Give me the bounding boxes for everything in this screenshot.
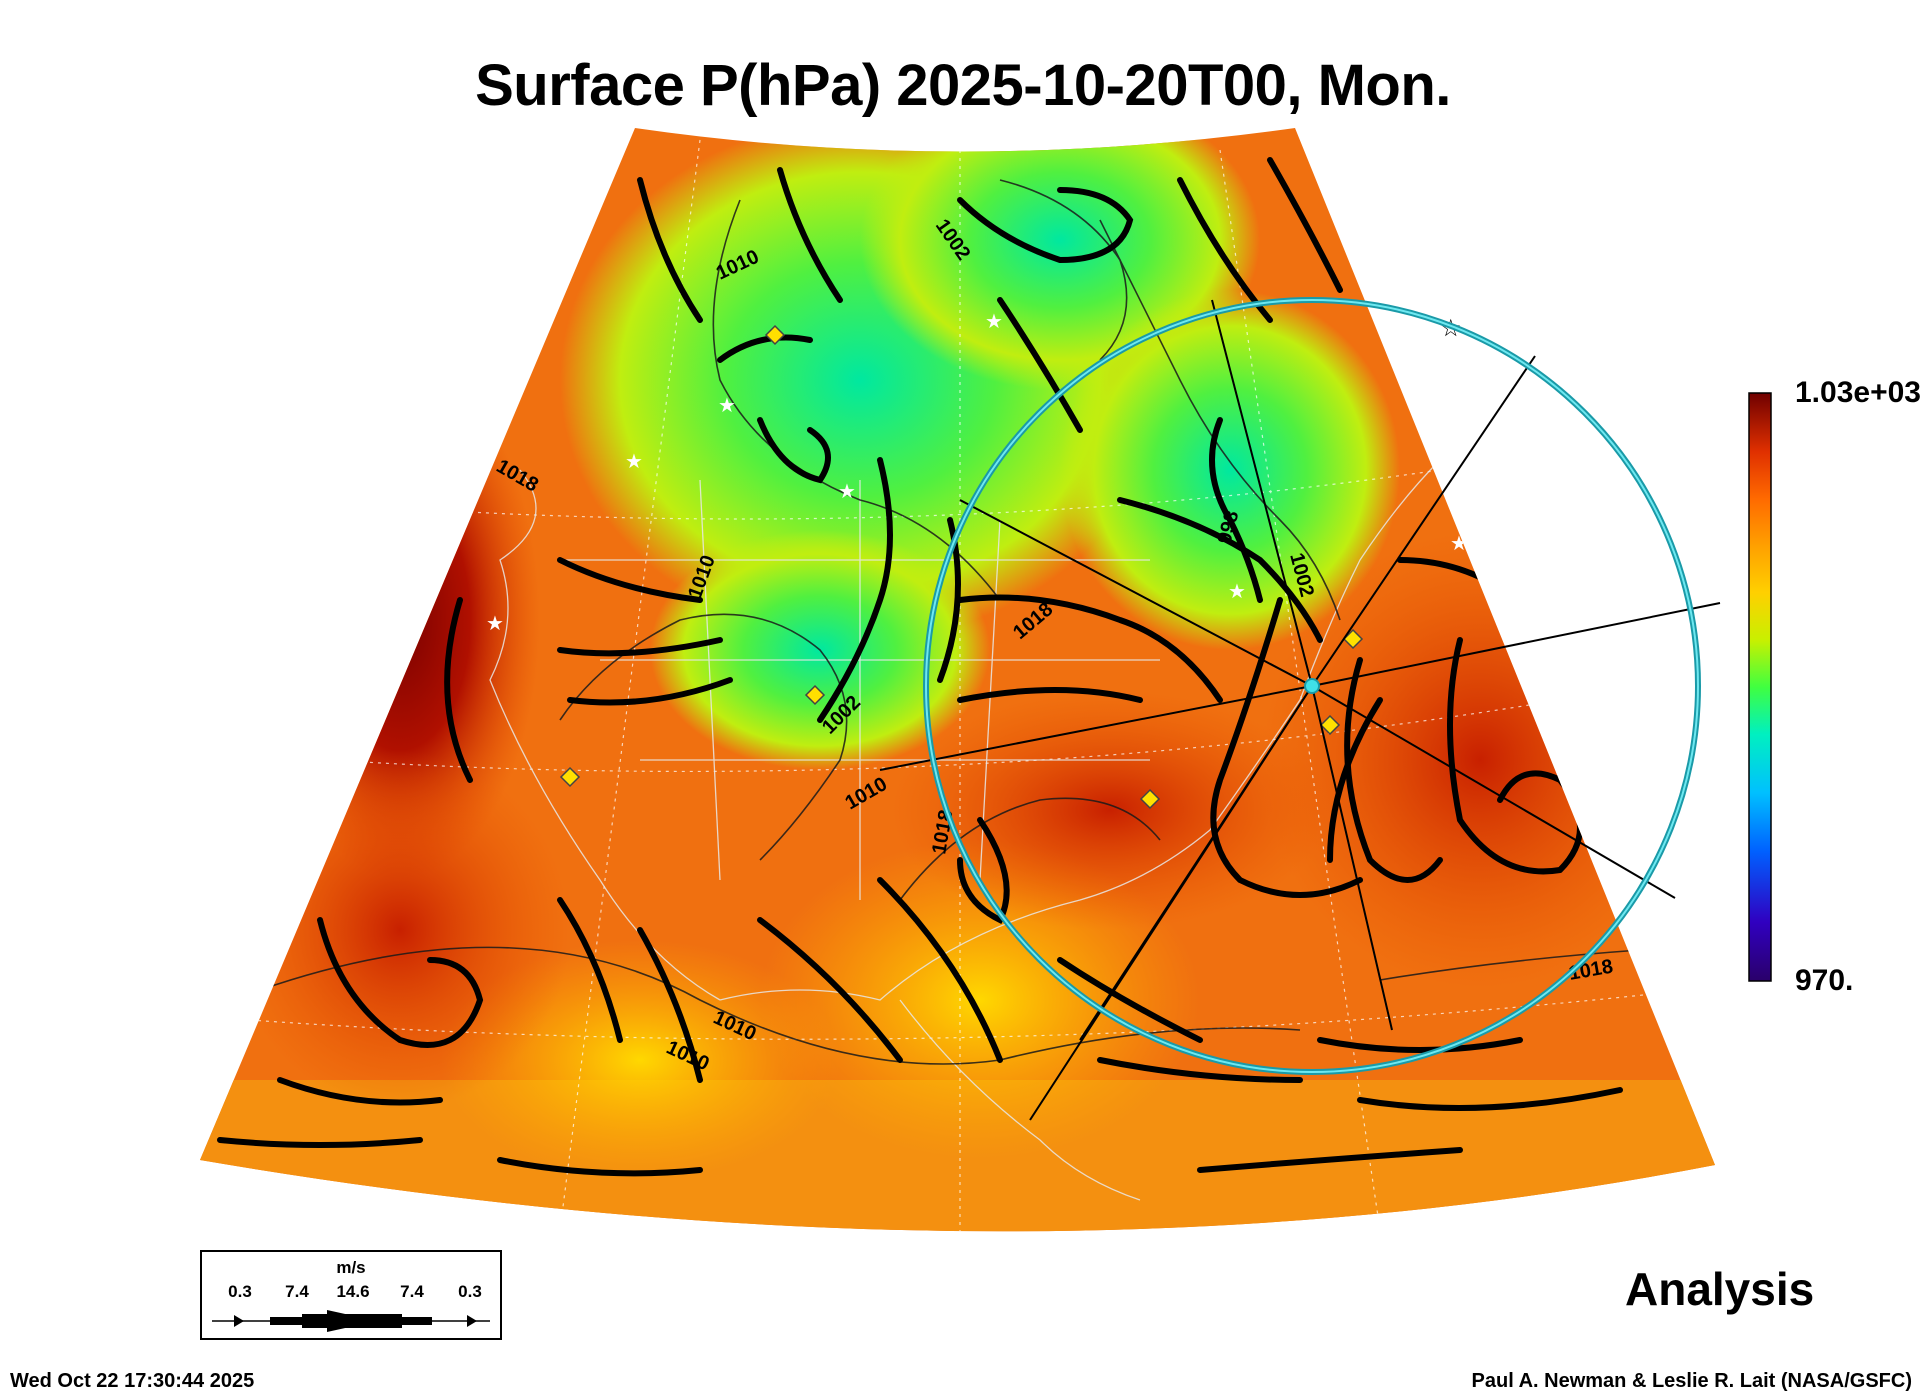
station-marker xyxy=(1319,714,1341,736)
legend-tick: 0.3 xyxy=(458,1282,482,1301)
station-marker xyxy=(559,766,581,788)
credit: Paul A. Newman & Leslie R. Lait (NASA/GS… xyxy=(1471,1370,1912,1392)
station-marker xyxy=(1139,788,1161,810)
star-marker: ★ xyxy=(718,393,736,417)
legend-tick: 14.6 xyxy=(336,1282,370,1301)
star-marker: ★ xyxy=(1228,579,1246,603)
wind-ray-lines xyxy=(879,299,1721,1121)
analysis-label: Analysis xyxy=(1625,1263,1815,1315)
legend-tick: 7.4 xyxy=(400,1282,424,1301)
star-marker: ★ xyxy=(1450,531,1468,555)
wind-speed-legend: m/s 0.3 7.4 14.6 7.4 0.3 xyxy=(200,1250,502,1340)
pressure-field: 1010 1002 1018 1010 1002 1010 998 1002 1… xyxy=(200,128,1715,1232)
station-marker xyxy=(804,684,826,706)
center-point xyxy=(1304,678,1320,694)
colorbar-max-label: 1.03e+03 xyxy=(1795,376,1921,409)
star-marker: ★ xyxy=(486,611,504,635)
legend-arrow-scale xyxy=(212,1310,490,1332)
timestamp: Wed Oct 22 17:30:44 2025 xyxy=(10,1370,255,1392)
star-marker: ★ xyxy=(985,309,1003,333)
colorbar xyxy=(1748,392,1772,982)
map-title: Surface P(hPa) 2025-10-20T00, Mon. xyxy=(475,53,1451,118)
colorbar-min-label: 970. xyxy=(1795,964,1854,997)
station-marker xyxy=(764,324,786,346)
legend-unit: m/s xyxy=(336,1258,366,1277)
station-marker xyxy=(1342,628,1364,650)
star-marker: ★ xyxy=(625,449,643,473)
legend-tick: 7.4 xyxy=(285,1282,309,1301)
legend-tick: 0.3 xyxy=(228,1282,252,1301)
star-marker: ★ xyxy=(838,479,856,503)
